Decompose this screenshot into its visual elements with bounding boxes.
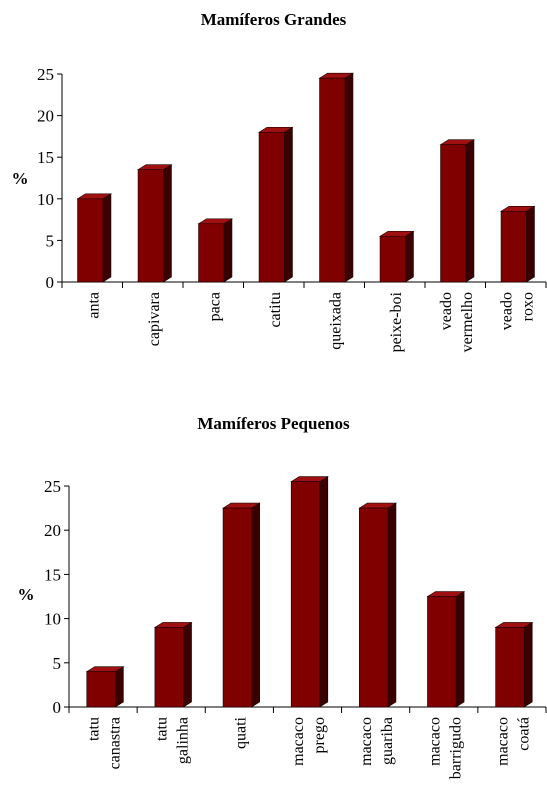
x-category-label: barrigudo bbox=[447, 717, 464, 779]
y-axis-label: % bbox=[18, 585, 35, 604]
x-category-label: paca bbox=[206, 292, 223, 321]
x-category-label: macaco bbox=[426, 717, 443, 766]
y-tick-label: 25 bbox=[37, 65, 54, 84]
x-category-label: quati bbox=[232, 716, 249, 749]
y-tick-label: 20 bbox=[44, 521, 61, 540]
x-category-label: catitu bbox=[267, 292, 284, 328]
y-tick-label: 10 bbox=[37, 190, 54, 209]
x-category-label: canastra bbox=[107, 717, 124, 769]
y-axis-label: % bbox=[12, 169, 29, 188]
bar bbox=[197, 218, 234, 283]
x-category-label: coatá bbox=[515, 717, 532, 751]
bar bbox=[378, 230, 415, 283]
bar bbox=[76, 193, 113, 283]
x-category-label: capivara bbox=[146, 292, 163, 346]
y-tick-label: 5 bbox=[53, 654, 62, 673]
y-tick-label: 15 bbox=[44, 565, 61, 584]
y-tick-label: 0 bbox=[46, 273, 55, 292]
y-tick-label: 25 bbox=[44, 477, 61, 496]
bar bbox=[426, 590, 466, 708]
bar bbox=[222, 502, 261, 708]
bar bbox=[290, 476, 329, 708]
x-category-label: guariba bbox=[379, 717, 396, 765]
x-category-label: tatu bbox=[154, 717, 171, 741]
chart-title: Mamíferos Pequenos bbox=[197, 414, 350, 433]
bar bbox=[439, 139, 476, 283]
x-category-label: veado bbox=[498, 292, 515, 330]
y-tick-label: 0 bbox=[53, 698, 62, 717]
x-category-label: anta bbox=[85, 292, 102, 319]
chart-mamiferos-grandes: Mamíferos Grandes % 0 5 10 15 20 25 anta capivar… bbox=[0, 0, 547, 380]
chart-title: Mamíferos Grandes bbox=[200, 10, 347, 29]
x-category-label: roxo bbox=[519, 292, 536, 321]
x-category-label: vermelho bbox=[459, 292, 476, 352]
bar bbox=[153, 621, 193, 708]
bar bbox=[494, 621, 534, 708]
x-category-label: macaco bbox=[358, 717, 375, 766]
x-category-label: veado bbox=[438, 292, 455, 330]
x-category-label: tatu bbox=[86, 717, 103, 741]
chart-mamiferos-pequenos: Mamíferos Pequenos % 0 5 10 15 20 25 tatu canast… bbox=[0, 400, 547, 793]
y-tick-label: 5 bbox=[46, 231, 55, 250]
x-category-label: prego bbox=[311, 717, 328, 753]
bar bbox=[318, 72, 355, 283]
x-category-label: peixe-boi bbox=[388, 291, 405, 352]
x-category-label: queixada bbox=[327, 292, 344, 350]
y-tick-label: 15 bbox=[37, 148, 54, 167]
bar bbox=[257, 126, 294, 283]
bar bbox=[136, 164, 173, 283]
bar bbox=[85, 666, 125, 708]
bar bbox=[499, 205, 536, 283]
x-category-label: macaco bbox=[494, 717, 511, 766]
x-category-label: macaco bbox=[290, 717, 307, 766]
bar-chart-svg: % 0 5 10 15 20 25 anta capivara paca catitu queixad… bbox=[12, 65, 547, 352]
x-category-label: galinha bbox=[175, 717, 192, 764]
bar bbox=[358, 502, 397, 708]
y-tick-label: 20 bbox=[37, 107, 54, 126]
y-tick-label: 10 bbox=[44, 610, 61, 629]
